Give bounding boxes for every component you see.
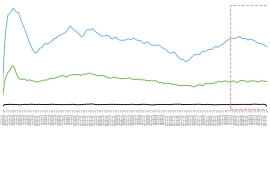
Legend: 多煤煤价格指数, 内蒙古西部煤煤价格指数, 内蒙古东部煤: 多煤煤价格指数, 内蒙古西部煤煤价格指数, 内蒙古东部煤: [90, 177, 180, 178]
Bar: [230, 5, 270, 109]
